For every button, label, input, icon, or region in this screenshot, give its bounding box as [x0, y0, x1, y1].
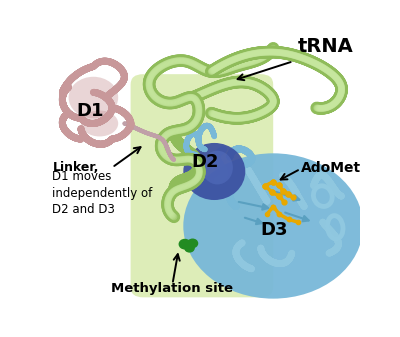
Text: Linker,: Linker, — [52, 161, 99, 174]
Text: D3: D3 — [261, 221, 288, 239]
Circle shape — [185, 244, 194, 252]
Text: Methylation site: Methylation site — [112, 282, 234, 295]
Ellipse shape — [69, 77, 118, 118]
Ellipse shape — [183, 143, 245, 200]
Ellipse shape — [202, 151, 233, 184]
Circle shape — [188, 239, 198, 247]
Text: D1 moves
independently of
D2 and D3: D1 moves independently of D2 and D3 — [52, 170, 153, 216]
Ellipse shape — [183, 153, 363, 299]
Text: AdoMet: AdoMet — [301, 161, 361, 175]
Text: D2: D2 — [191, 153, 218, 172]
Text: tRNA: tRNA — [297, 37, 353, 56]
Ellipse shape — [81, 111, 118, 136]
Text: D1: D1 — [76, 101, 104, 120]
FancyBboxPatch shape — [131, 74, 273, 297]
Circle shape — [179, 240, 190, 249]
